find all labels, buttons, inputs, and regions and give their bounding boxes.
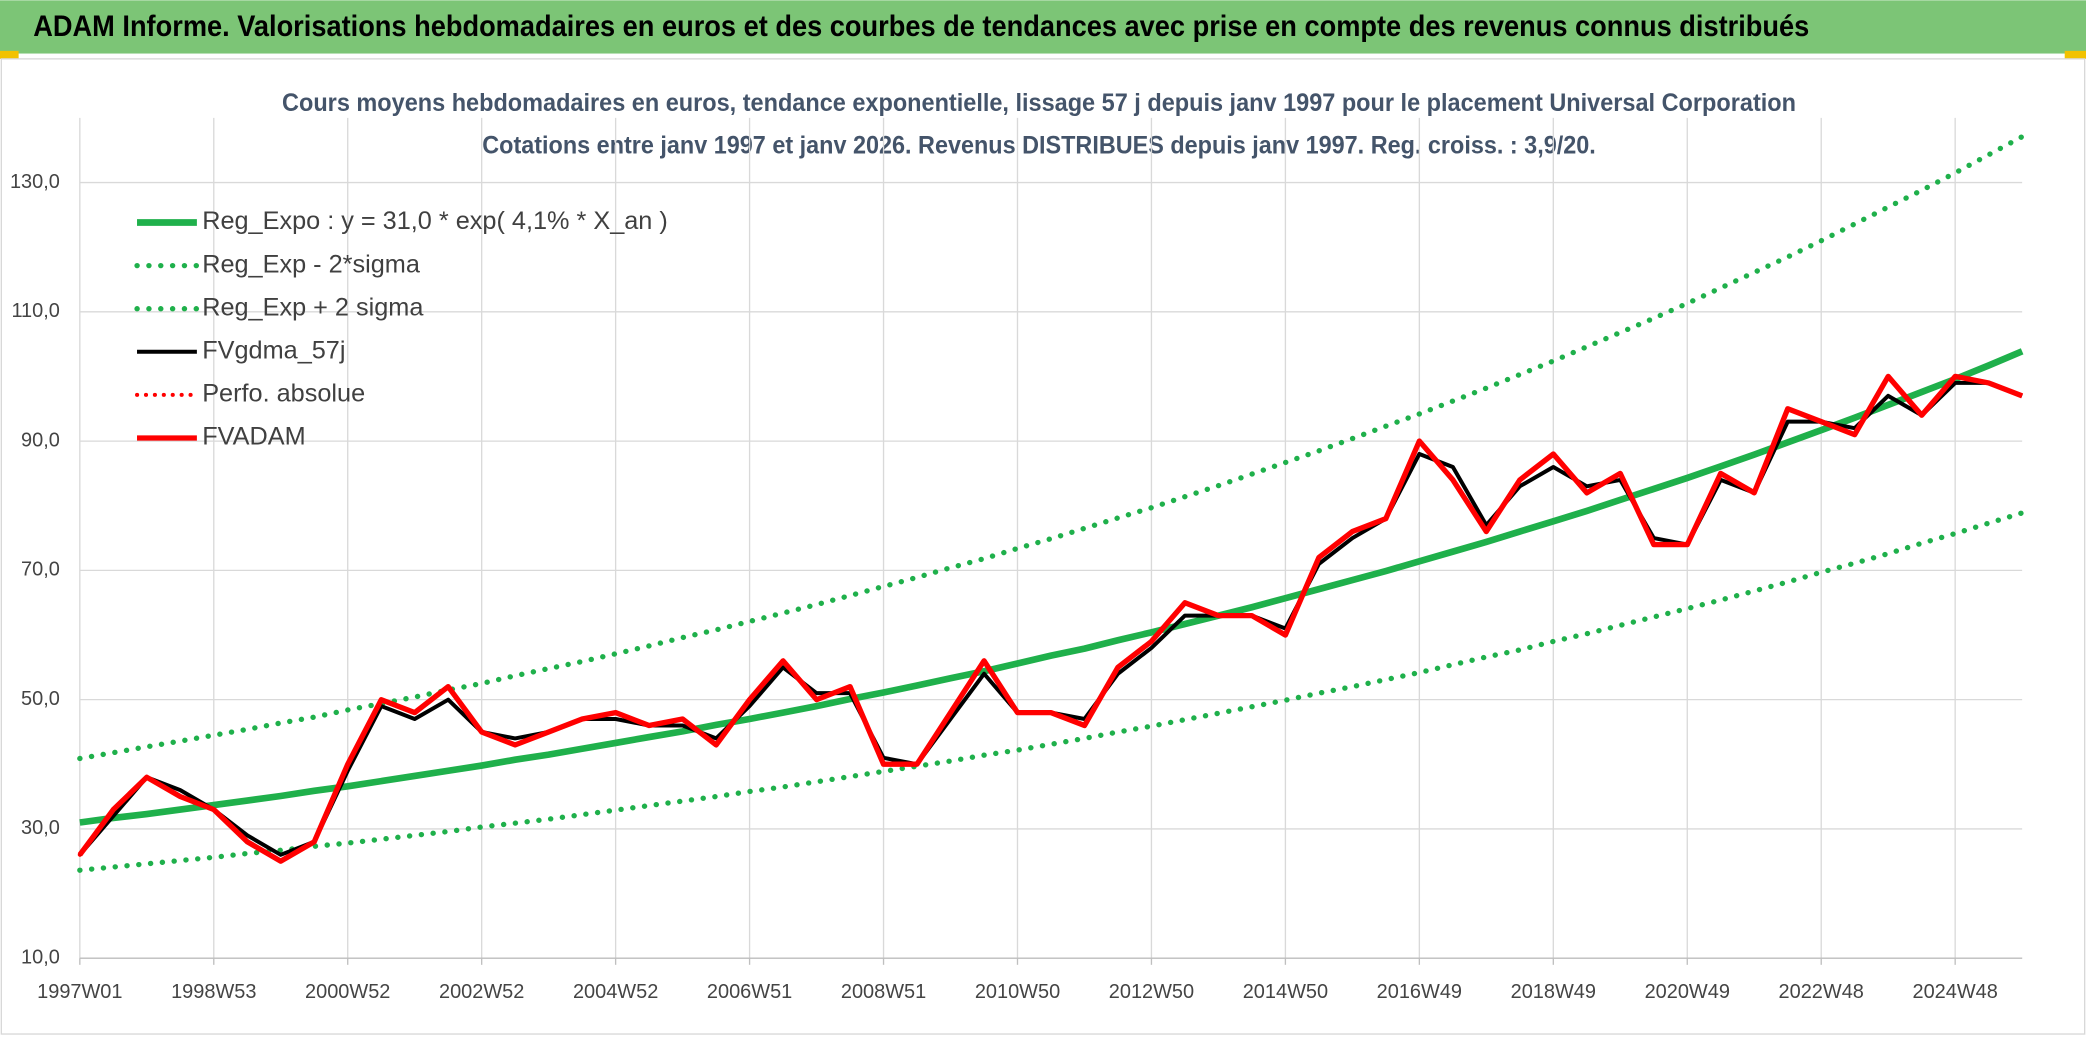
legend-label: Reg_Exp + 2 sigma <box>202 293 424 321</box>
series-line <box>79 348 2024 826</box>
y-tick-label: 50,0 <box>21 688 60 710</box>
x-tick-label: 2014W50 <box>1243 981 1328 1003</box>
legend-label: FVADAM <box>202 423 305 451</box>
x-tick-label: 2002W52 <box>439 981 524 1003</box>
x-tick-label: 2012W50 <box>1109 981 1194 1003</box>
x-tick-label: 2018W49 <box>1511 981 1596 1003</box>
legend-label: Reg_Exp - 2*sigma <box>202 250 421 278</box>
y-tick-label: 130,0 <box>10 171 60 193</box>
y-tick-label: 30,0 <box>21 817 60 839</box>
y-tick-label: 70,0 <box>21 559 60 581</box>
x-tick-label: 2000W52 <box>305 981 390 1003</box>
header-bar <box>0 0 2086 54</box>
y-tick-label: 110,0 <box>11 300 59 322</box>
y-tick-label: 90,0 <box>21 429 60 451</box>
y-tick-label: 10,0 <box>21 946 60 968</box>
x-tick-label: 2004W52 <box>573 981 658 1003</box>
legend-label: Perfo. absolue <box>202 380 365 408</box>
chart-title: Cours moyens hebdomadaires en euros, ten… <box>282 89 1796 117</box>
series-line <box>77 134 2025 762</box>
legend-label: Reg_Expo : y = 31,0 * exp( 4,1% * X_an ) <box>202 207 668 235</box>
x-tick-label: 2010W50 <box>975 981 1060 1003</box>
x-tick-label: 2020W49 <box>1645 981 1730 1003</box>
x-tick-label: 2006W51 <box>707 981 792 1003</box>
header-title: ADAM Informe. Valorisations hebdomadaire… <box>33 11 1809 43</box>
x-tick-label: 2016W49 <box>1377 981 1462 1003</box>
corner <box>0 50 19 59</box>
frame <box>0 58 2086 1035</box>
legend-label: FVgdma_57j <box>202 336 345 364</box>
x-tick-label: 2022W48 <box>1779 981 1864 1003</box>
corner <box>2064 50 2086 59</box>
x-tick-label: 2008W51 <box>841 981 926 1003</box>
x-tick-label: 2024W48 <box>1912 981 1997 1003</box>
x-tick-label: 1997W01 <box>37 981 122 1003</box>
series-line <box>77 373 2024 864</box>
chart-subtitle: Cotations entre janv 1997 et janv 2026. … <box>482 131 1596 159</box>
x-tick-label: 1998W53 <box>171 981 256 1003</box>
